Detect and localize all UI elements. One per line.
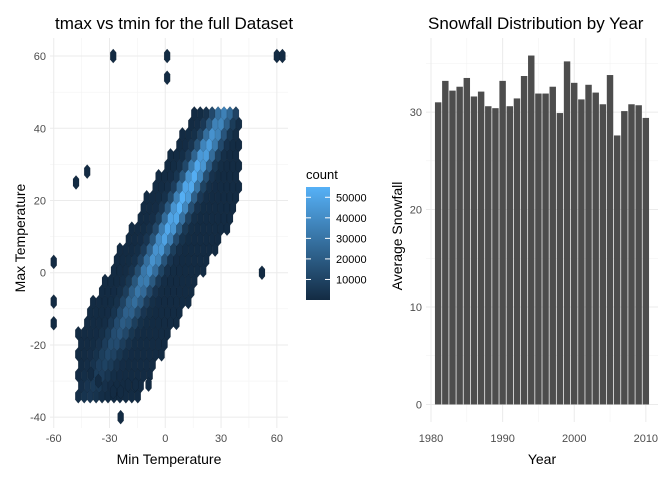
bar-1983	[449, 90, 456, 405]
bar-2004	[599, 104, 607, 405]
hexbin-y-tick-label: 60	[34, 51, 46, 63]
bar-2003	[592, 92, 599, 405]
bar-1999	[563, 61, 571, 405]
legend-gradient-bar	[306, 187, 330, 300]
legend-label: 20000	[336, 254, 367, 266]
bar-2010	[642, 117, 650, 405]
bar-y-tick-labels: 0 10 20 30	[410, 107, 422, 411]
bar-1990	[499, 80, 506, 405]
bar-1986	[470, 96, 478, 405]
bar-1982	[442, 80, 449, 405]
hexbin-cell	[232, 106, 240, 121]
bar-x-tick-label: 2000	[562, 433, 586, 445]
bar-1994	[528, 55, 535, 405]
bar-1993	[520, 76, 528, 405]
hexbin-x-tick-label: -60	[46, 433, 62, 445]
hexbin-cell	[109, 48, 117, 64]
hexbin-cell	[145, 377, 152, 393]
bar-2001	[578, 99, 585, 405]
hexbin-cell	[83, 164, 91, 180]
bar-y-tick-label: 0	[416, 399, 422, 411]
bar-2005	[606, 75, 614, 405]
hexbin-x-tick-labels: -60 -30 0 30 60	[46, 433, 283, 445]
bar-1981	[434, 102, 442, 405]
legend-label: 50000	[336, 192, 367, 204]
hexbin-cell	[87, 366, 95, 382]
hexbin-cell	[124, 377, 132, 393]
legend-label: 30000	[336, 233, 367, 245]
hexbin-x-axis-title: Min Temperature	[117, 451, 222, 467]
hexbin-cell	[117, 384, 124, 400]
bar-1997	[549, 86, 556, 405]
bar-2009	[635, 105, 642, 405]
hexbin-y-tick-labels: -40 -20 0 20 40 60	[30, 51, 46, 424]
bar-1985	[463, 77, 471, 405]
hexbin-cell	[279, 48, 286, 64]
bar-1992	[513, 98, 521, 405]
hexbin-panel: tmax vs tmin for the full Dataset -60 -30…	[12, 14, 293, 467]
hexbin-y-axis-title: Max Temperature	[12, 183, 28, 292]
hexbin-cell	[132, 377, 139, 393]
legend-title: count	[306, 167, 338, 182]
bar-x-tick-label: 1990	[490, 433, 514, 445]
bar-1989	[492, 108, 499, 405]
hexbin-cell	[163, 48, 171, 64]
hexbin-x-tick-label: 30	[215, 433, 227, 445]
bar-chart-title: Snowfall Distribution by Year	[428, 14, 644, 33]
bar-1996	[542, 93, 549, 405]
hexbin-x-tick-label: -30	[102, 433, 118, 445]
bar-1995	[535, 93, 542, 405]
hexbin-y-tick-label: -40	[30, 412, 46, 424]
bar-x-axis-title: Year	[528, 451, 557, 467]
bar-1991	[506, 106, 513, 405]
bar-1987	[477, 91, 485, 405]
bar-1984	[456, 86, 463, 405]
bar-2007	[621, 111, 628, 405]
bar-2006	[613, 135, 621, 405]
bar-x-tick-labels: 1980 1990 2000 2010	[419, 433, 658, 445]
bar-series	[434, 55, 650, 405]
legend-label: 10000	[336, 274, 367, 286]
bar-y-axis-title: Average Snowfall	[389, 182, 405, 291]
bar-2008	[628, 104, 635, 405]
hexbin-chart-title: tmax vs tmin for the full Dataset	[55, 14, 293, 33]
legend-label: 40000	[336, 213, 367, 225]
hexbin-cell	[258, 265, 266, 281]
bar-2000	[571, 82, 578, 405]
legend-labels: 10000 20000 30000 40000 50000	[336, 192, 367, 286]
legend-colorbar	[306, 187, 330, 300]
hexbin-cells	[50, 48, 286, 425]
bar-panel: Snowfall Distribution by Year 1980 1990 20…	[389, 14, 658, 467]
hexbin-x-tick-label: 0	[162, 433, 168, 445]
bar-y-tick-label: 20	[410, 205, 422, 217]
hexbin-cell	[117, 409, 124, 425]
hexbin-y-tick-label: 20	[34, 196, 46, 208]
hexbin-y-tick-label: 40	[34, 123, 46, 135]
hexbin-x-tick-label: 60	[271, 433, 283, 445]
hexbin-cell	[95, 373, 102, 389]
hexbin-cell	[163, 70, 171, 86]
bar-y-tick-label: 30	[410, 107, 422, 119]
bar-2002	[585, 84, 592, 405]
bar-x-tick-label: 2010	[634, 433, 658, 445]
hexbin-cell	[50, 294, 57, 310]
hexbin-y-tick-label: 0	[40, 268, 46, 280]
hexbin-cell	[109, 384, 117, 400]
bar-y-tick-label: 10	[410, 302, 422, 314]
count-legend: count 10000 20000 30000 40000 50000	[306, 167, 367, 300]
hexbin-y-tick-label: -20	[30, 340, 46, 352]
hexbin-cell	[50, 254, 57, 270]
bar-1988	[485, 106, 492, 405]
bar-1998	[556, 113, 564, 405]
hexbin-cell	[50, 315, 57, 331]
hexbin-cell	[72, 175, 80, 190]
bar-x-tick-label: 1980	[419, 433, 443, 445]
